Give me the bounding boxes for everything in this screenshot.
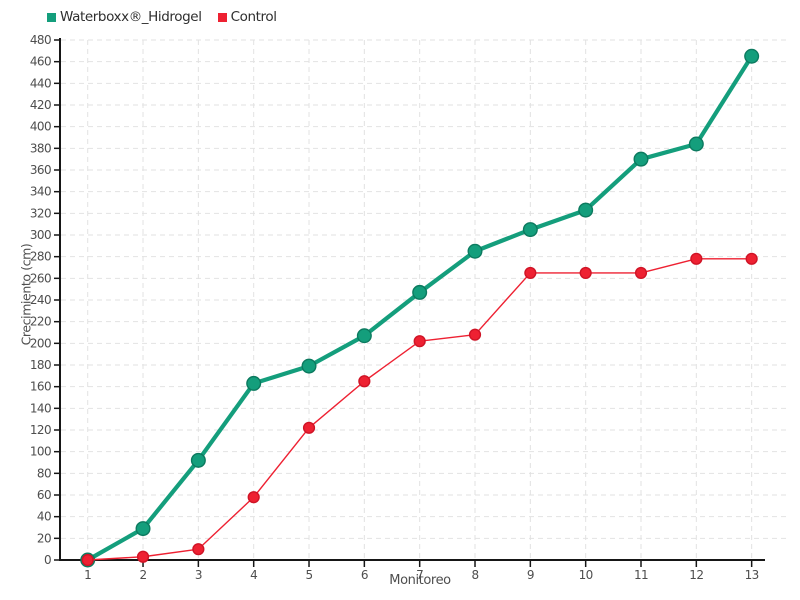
- y-tick-label: 440: [30, 76, 51, 90]
- data-point-s0: [135, 521, 151, 537]
- control-series-swatch-icon: [217, 13, 227, 22]
- legend-item-waterboxx: Waterboxx®_Hidrogel: [47, 9, 202, 25]
- waterboxx-series-label: Waterboxx®_Hidrogel: [60, 9, 202, 25]
- data-point-s1: [192, 543, 205, 556]
- x-tick-label: 13: [745, 568, 759, 582]
- legend-item-control: Control: [217, 9, 277, 25]
- x-tick-label: 8: [471, 568, 478, 582]
- data-point-s1: [136, 550, 150, 563]
- data-point-s1: [690, 252, 703, 265]
- x-tick-label: 9: [527, 568, 534, 582]
- y-tick-label: 360: [30, 163, 51, 177]
- data-point-s1: [81, 553, 94, 567]
- y-tick-label: 40: [37, 510, 51, 524]
- x-tick-label: 7: [416, 568, 423, 582]
- y-tick-label: 220: [30, 315, 51, 329]
- y-tick-label: 240: [30, 293, 51, 307]
- x-tick-label: 12: [689, 568, 703, 582]
- data-point-s0: [301, 358, 317, 374]
- y-tick-label: 260: [30, 271, 51, 285]
- y-tick-label: 100: [30, 445, 51, 459]
- data-point-s0: [467, 243, 483, 259]
- data-point-s0: [246, 375, 262, 391]
- y-tick-label: 0: [44, 553, 51, 567]
- data-point-s0: [688, 136, 704, 152]
- y-tick-label: 480: [30, 33, 51, 47]
- y-tick-label: 280: [30, 250, 51, 264]
- y-tick-label: 180: [30, 358, 51, 372]
- y-axis-title: Crecimiento (cm): [18, 243, 34, 346]
- x-tick-label: 4: [250, 568, 257, 582]
- data-point-s0: [744, 48, 760, 64]
- data-point-s1: [468, 328, 482, 341]
- y-tick-label: 80: [37, 466, 51, 480]
- y-tick-label: 340: [30, 185, 51, 199]
- data-point-s0: [578, 202, 594, 218]
- y-tick-label: 300: [30, 228, 51, 242]
- x-tick-label: 5: [305, 568, 312, 582]
- data-point-s1: [358, 375, 371, 388]
- data-point-s1: [247, 491, 260, 504]
- data-point-s0: [522, 222, 538, 238]
- data-point-s1: [302, 421, 316, 434]
- data-point-s0: [633, 151, 649, 167]
- x-tick-label: 6: [361, 568, 368, 582]
- y-tick-label: 380: [30, 141, 51, 155]
- data-point-s0: [190, 452, 206, 468]
- x-tick-label: 1: [84, 568, 91, 582]
- control-series-label: Control: [230, 9, 277, 25]
- y-tick-label: 120: [30, 423, 51, 437]
- x-axis-title: Monitoreo: [389, 573, 451, 588]
- data-point-s1: [413, 335, 426, 348]
- y-tick-label: 160: [30, 380, 51, 394]
- y-tick-label: 460: [30, 55, 51, 69]
- data-point-s0: [412, 284, 428, 300]
- y-tick-label: 20: [37, 531, 51, 545]
- y-tick-label: 140: [30, 401, 51, 415]
- data-point-s1: [745, 252, 758, 265]
- data-point-s1: [579, 266, 592, 280]
- x-tick-label: 10: [579, 568, 593, 582]
- y-tick-label: 320: [30, 206, 51, 220]
- waterboxx-series-swatch-icon: [47, 13, 56, 22]
- y-tick-label: 420: [30, 98, 51, 112]
- data-point-s1: [524, 266, 537, 280]
- x-tick-label: 11: [634, 568, 648, 582]
- data-point-s1: [634, 266, 648, 280]
- y-tick-label: 200: [30, 336, 51, 350]
- legend: Waterboxx®_Hidrogel Control: [47, 9, 277, 25]
- data-point-s0: [356, 328, 372, 344]
- x-tick-label: 2: [140, 568, 147, 582]
- x-tick-label: 3: [195, 568, 202, 582]
- y-tick-label: 60: [37, 488, 51, 502]
- y-tick-label: 400: [30, 120, 51, 134]
